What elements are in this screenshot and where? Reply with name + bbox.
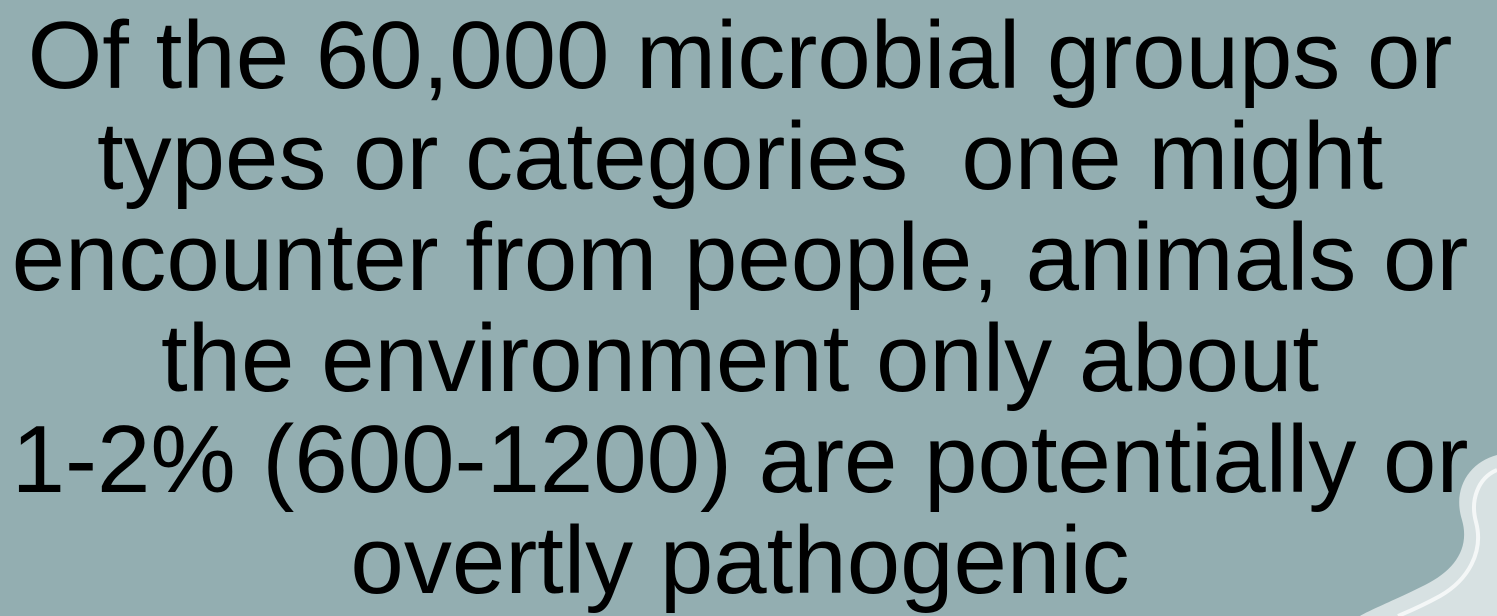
text-line: overtly pathogenic: [350, 507, 1129, 614]
slide: Of the 60,000 microbial groups ortypes o…: [0, 0, 1497, 616]
text-line: Of the 60,000 microbial groups or: [28, 2, 1453, 109]
text-line: types or categories one might: [97, 103, 1383, 210]
page: Of the 60,000 microbial groups ortypes o…: [0, 0, 1497, 616]
text-line: the environment only about: [161, 305, 1319, 412]
text-line: encounter from people, animals or: [12, 204, 1469, 311]
text-line: 1-2% (600-1200) are potentially or: [12, 406, 1469, 513]
